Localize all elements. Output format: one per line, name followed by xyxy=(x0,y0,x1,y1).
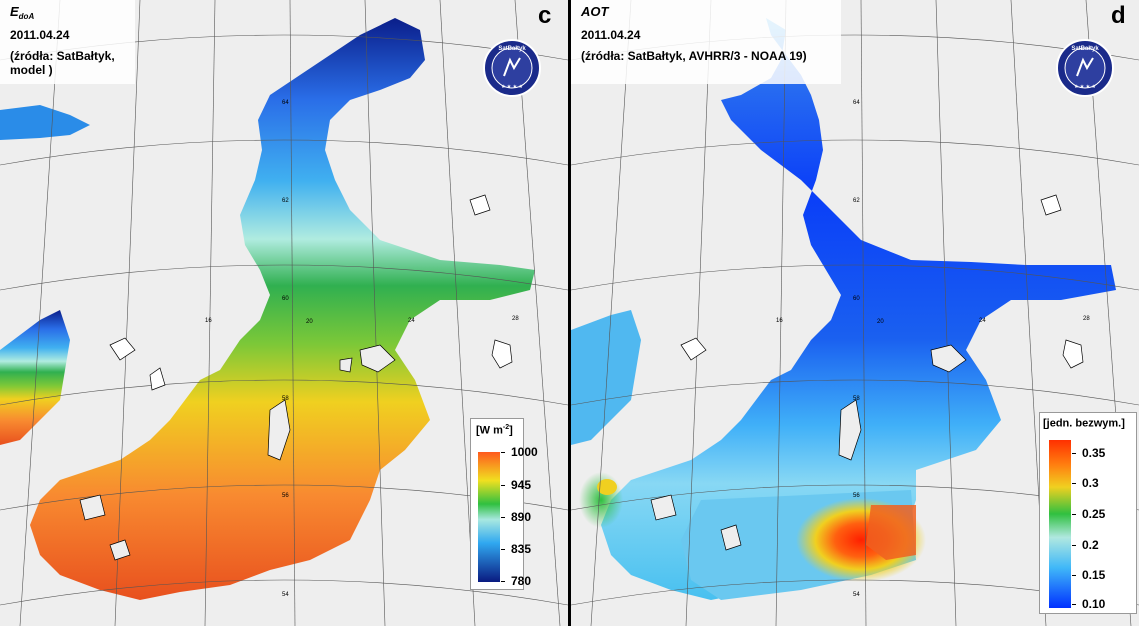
legend-tick xyxy=(1072,604,1076,605)
lakes-d xyxy=(680,194,1084,369)
panel-d-aot-map: 64 62 60 58 56 54 16 20 24 28 AOT 2011.0… xyxy=(571,0,1139,626)
svg-text:★ ★ ★ ★: ★ ★ ★ ★ xyxy=(501,84,524,90)
lon-label-24: 24 xyxy=(408,318,415,324)
lon-label-16: 16 xyxy=(205,318,212,324)
svg-text:SatBałtyk: SatBałtyk xyxy=(1071,46,1099,52)
legend-unit-d: [jedn. bezwym.] xyxy=(1043,417,1125,430)
islands-d xyxy=(650,344,967,551)
lon-label-28: 28 xyxy=(1083,316,1090,322)
date-d: 2011.04.24 xyxy=(581,28,641,42)
lon-label-16: 16 xyxy=(776,318,783,324)
lon-label-24: 24 xyxy=(979,318,986,324)
legend-tick xyxy=(1072,545,1076,546)
legend-tick xyxy=(501,517,505,518)
baltic-sea-d xyxy=(601,18,1116,600)
svg-text:★ ★ ★ ★: ★ ★ ★ ★ xyxy=(1074,84,1097,90)
panel-divider xyxy=(568,0,571,626)
legend-tick xyxy=(1072,575,1076,576)
lat-label-60: 60 xyxy=(853,296,860,302)
legend-label-d-1: 0.3 xyxy=(1082,476,1099,490)
legend-unit-c: [W m-2] xyxy=(476,424,513,437)
green-spot-d xyxy=(579,472,623,528)
legend-label-c-4: 780 xyxy=(511,574,532,588)
satbaltyk-logo-c: ★ ★ ★ ★ SatBałtyk xyxy=(483,39,541,97)
islands-c xyxy=(79,344,396,561)
skagerrak-c xyxy=(0,105,90,140)
lat-label-64: 64 xyxy=(853,100,860,106)
lat-label-56: 56 xyxy=(853,493,860,499)
satbaltyk-logo-d: ★ ★ ★ ★ SatBałtyk xyxy=(1056,39,1114,97)
panel-c-irradiance-map: 64 62 60 58 56 54 16 20 24 28 EdoA 2011.… xyxy=(0,0,568,626)
baltic-sea-c xyxy=(30,18,535,600)
legend-label-d-4: 0.15 xyxy=(1082,568,1106,582)
graticule-d xyxy=(571,0,1139,626)
legend-label-c-2: 890 xyxy=(511,510,532,524)
legend-tick xyxy=(1072,483,1076,484)
lon-label-20: 20 xyxy=(877,319,884,325)
legend-tick xyxy=(501,581,505,582)
baltic-map-c: 64 62 60 58 56 54 16 20 24 28 xyxy=(0,0,568,626)
info-box-c: EdoA 2011.04.24 (źródła: SatBałtyk, mode… xyxy=(0,0,135,84)
source-c: (źródła: SatBałtyk, model ) xyxy=(10,49,115,77)
title-c: EdoA xyxy=(10,4,35,21)
legend-label-d-3: 0.2 xyxy=(1082,538,1099,552)
panel-letter-c: c xyxy=(538,2,552,29)
title-d: AOT xyxy=(581,4,609,19)
legend-tick xyxy=(1072,453,1076,454)
lat-label-64: 64 xyxy=(282,100,289,106)
yellow-spot-d xyxy=(597,479,617,495)
panel-letter-d: d xyxy=(1111,2,1126,29)
date-c: 2011.04.24 xyxy=(10,28,70,42)
legend-label-d-0: 0.35 xyxy=(1082,446,1106,460)
legend-colorbar-d xyxy=(1049,440,1071,608)
info-box-d: AOT 2011.04.24 (źródła: SatBałtyk, AVHRR… xyxy=(571,0,841,84)
legend-label-c-0: 1000 xyxy=(511,445,538,459)
kattegat-d xyxy=(571,310,641,445)
svg-text:SatBałtyk: SatBałtyk xyxy=(498,46,526,52)
graticule-labels-d: 64 62 60 58 56 54 16 20 24 28 xyxy=(776,100,1090,598)
lat-label-58: 58 xyxy=(282,396,289,402)
legend-label-c-3: 835 xyxy=(511,542,532,556)
lat-label-54: 54 xyxy=(282,592,289,598)
legend-tick xyxy=(1072,514,1076,515)
source-d: (źródła: SatBałtyk, AVHRR/3 - NOAA 19) xyxy=(581,49,807,63)
legend-label-c-1: 945 xyxy=(511,478,532,492)
hotspot-orange-d xyxy=(866,505,916,560)
graticule-labels-c: 64 62 60 58 56 54 16 20 24 28 xyxy=(205,100,519,598)
legend-tick xyxy=(501,485,505,486)
lat-label-62: 62 xyxy=(282,198,289,204)
lat-label-54: 54 xyxy=(853,592,860,598)
lon-label-28: 28 xyxy=(512,316,519,322)
legend-tick xyxy=(501,549,505,550)
kattegat-c xyxy=(0,310,70,445)
legend-tick xyxy=(501,452,505,453)
legend-label-d-5: 0.10 xyxy=(1082,597,1106,611)
lat-label-58: 58 xyxy=(853,396,860,402)
lakes-c xyxy=(109,194,513,391)
lat-label-56: 56 xyxy=(282,493,289,499)
lat-label-62: 62 xyxy=(853,198,860,204)
legend-colorbar-c xyxy=(478,452,500,582)
lon-label-20: 20 xyxy=(306,319,313,325)
legend-label-d-2: 0.25 xyxy=(1082,507,1106,521)
lat-label-60: 60 xyxy=(282,296,289,302)
